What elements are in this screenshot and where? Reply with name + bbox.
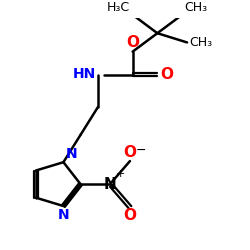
Text: N: N bbox=[104, 176, 117, 192]
Text: O: O bbox=[126, 36, 139, 51]
Text: CH₃: CH₃ bbox=[190, 36, 213, 49]
Text: −: − bbox=[136, 144, 146, 157]
Text: N: N bbox=[58, 208, 69, 222]
Text: O: O bbox=[160, 67, 173, 82]
Text: CH₃: CH₃ bbox=[184, 1, 208, 14]
Text: O: O bbox=[124, 208, 136, 223]
Text: N: N bbox=[66, 147, 78, 161]
Text: H₃C: H₃C bbox=[107, 1, 130, 14]
Text: HN: HN bbox=[72, 67, 96, 81]
Text: O: O bbox=[124, 145, 136, 160]
Text: +: + bbox=[116, 169, 125, 179]
